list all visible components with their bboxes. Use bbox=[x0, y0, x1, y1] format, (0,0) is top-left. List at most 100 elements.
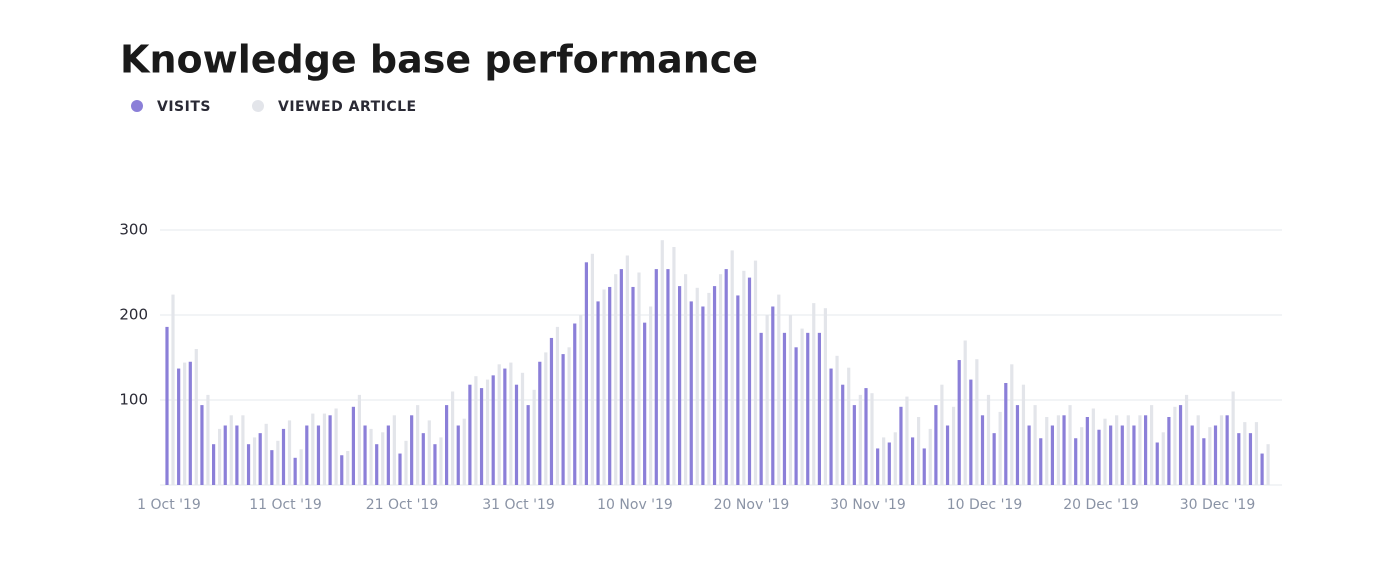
bar bbox=[847, 367, 851, 485]
bar bbox=[375, 444, 379, 485]
x-tick-label: 1 Oct '19 bbox=[137, 497, 201, 513]
bar bbox=[765, 315, 769, 485]
bar bbox=[322, 413, 327, 485]
bar bbox=[882, 437, 886, 485]
bar bbox=[381, 432, 385, 485]
bar bbox=[183, 362, 187, 485]
bar bbox=[474, 376, 478, 485]
bar bbox=[835, 355, 839, 485]
bar bbox=[712, 286, 717, 485]
bar bbox=[246, 444, 251, 485]
bar bbox=[1202, 438, 1206, 485]
bar bbox=[672, 247, 676, 485]
bar bbox=[1033, 405, 1037, 485]
bar bbox=[526, 405, 530, 485]
bar bbox=[992, 433, 996, 485]
bar bbox=[188, 361, 192, 485]
bar bbox=[229, 415, 233, 485]
bar bbox=[684, 274, 688, 485]
bar bbox=[917, 417, 921, 485]
bar bbox=[520, 372, 525, 485]
bar bbox=[264, 423, 268, 485]
bar bbox=[509, 362, 513, 485]
bar bbox=[660, 240, 664, 485]
bar bbox=[707, 292, 711, 485]
bar bbox=[491, 375, 495, 485]
bar bbox=[1109, 425, 1113, 485]
bar bbox=[281, 428, 286, 485]
bar bbox=[922, 448, 926, 485]
bar bbox=[287, 420, 292, 485]
bar bbox=[969, 379, 973, 485]
bar bbox=[363, 425, 367, 485]
bar bbox=[1167, 417, 1171, 485]
bar bbox=[584, 262, 588, 485]
bar bbox=[876, 448, 880, 485]
bar bbox=[823, 308, 827, 485]
bar bbox=[468, 384, 472, 485]
legend-marker bbox=[252, 100, 264, 112]
bar bbox=[806, 332, 810, 485]
bar bbox=[852, 405, 856, 485]
bar bbox=[1243, 422, 1247, 485]
bar bbox=[602, 289, 606, 485]
bar bbox=[1062, 415, 1066, 485]
bar bbox=[439, 437, 443, 485]
bar bbox=[718, 274, 723, 485]
bar bbox=[1225, 415, 1229, 485]
bar bbox=[328, 415, 332, 485]
bar bbox=[340, 455, 344, 485]
bar bbox=[619, 269, 623, 485]
x-tick-label: 31 Oct '19 bbox=[482, 497, 555, 513]
bar bbox=[1085, 417, 1089, 485]
bar bbox=[911, 437, 915, 485]
bar bbox=[608, 286, 612, 485]
bar bbox=[945, 425, 950, 485]
bar bbox=[579, 315, 583, 485]
bar bbox=[625, 255, 629, 485]
bar bbox=[1010, 364, 1014, 485]
bar bbox=[171, 294, 175, 485]
bar bbox=[864, 388, 868, 485]
bar bbox=[200, 405, 204, 485]
bar bbox=[433, 444, 437, 485]
bar bbox=[177, 368, 181, 485]
bar bbox=[293, 457, 297, 485]
bar bbox=[1091, 408, 1095, 485]
bar bbox=[1150, 405, 1154, 485]
bar bbox=[812, 303, 816, 485]
bar bbox=[858, 394, 862, 485]
bar bbox=[759, 332, 763, 485]
bar bbox=[736, 295, 740, 485]
bar bbox=[555, 326, 560, 485]
bar bbox=[223, 425, 227, 485]
bar bbox=[637, 272, 641, 485]
bar bbox=[212, 444, 216, 485]
bar bbox=[235, 425, 239, 485]
bar bbox=[1027, 425, 1031, 485]
bar bbox=[742, 270, 746, 485]
bar bbox=[485, 379, 490, 485]
bar bbox=[934, 405, 938, 485]
bar bbox=[1080, 427, 1084, 485]
bar bbox=[1115, 415, 1119, 485]
x-tick-label: 20 Nov '19 bbox=[714, 497, 790, 513]
bar bbox=[421, 433, 425, 485]
bar bbox=[404, 440, 408, 485]
bar bbox=[643, 322, 647, 485]
bar bbox=[386, 425, 390, 485]
bar bbox=[1190, 425, 1194, 485]
bar bbox=[1208, 427, 1212, 485]
chart-title: Knowledge base performance bbox=[120, 38, 758, 82]
bar bbox=[1161, 432, 1165, 485]
bar bbox=[503, 368, 507, 485]
bar bbox=[462, 418, 466, 485]
bar bbox=[928, 428, 932, 485]
bar bbox=[1155, 442, 1159, 485]
bar bbox=[724, 269, 728, 485]
bar bbox=[590, 253, 594, 485]
bar bbox=[1103, 418, 1107, 485]
bar bbox=[1056, 415, 1060, 485]
bar bbox=[1178, 405, 1183, 485]
